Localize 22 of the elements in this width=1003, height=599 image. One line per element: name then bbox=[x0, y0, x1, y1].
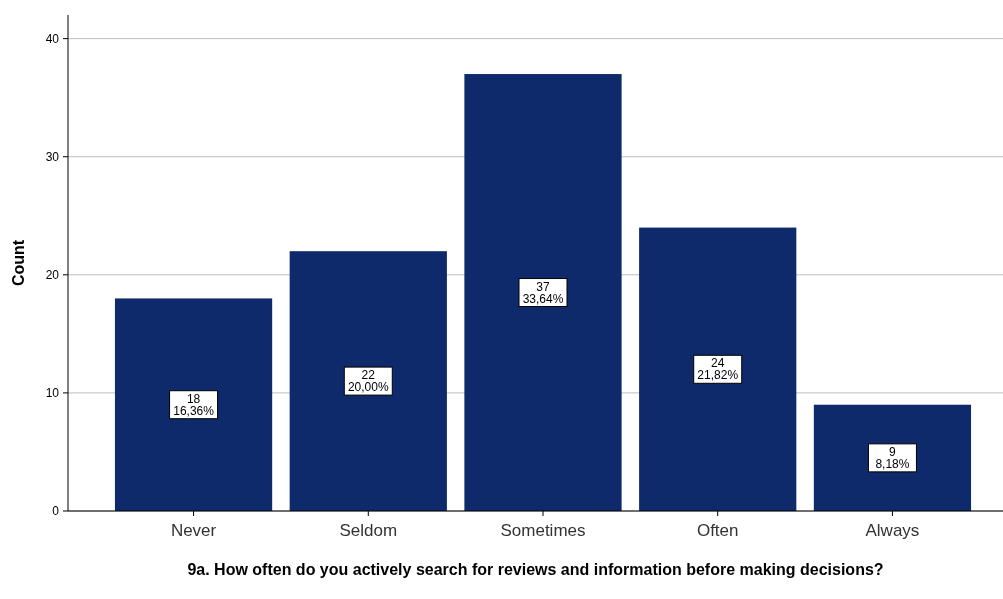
x-tick-label: Often bbox=[696, 521, 739, 540]
y-tick-label: 0 bbox=[52, 504, 60, 519]
y-tick-label: 20 bbox=[45, 268, 60, 283]
y-axis-title: Count bbox=[10, 239, 27, 287]
bar bbox=[114, 298, 273, 511]
bar bbox=[289, 251, 447, 511]
x-tick-label: Seldom bbox=[339, 521, 398, 540]
data-label: 37 33,64% bbox=[522, 279, 564, 306]
x-tick-label: Sometimes bbox=[500, 521, 586, 540]
y-tick-label: 40 bbox=[45, 31, 60, 46]
bar bbox=[464, 74, 622, 511]
y-tick-label: 30 bbox=[45, 149, 60, 164]
bar bbox=[639, 227, 797, 511]
x-tick-label: Always bbox=[865, 521, 920, 540]
x-tick-label: Never bbox=[170, 521, 217, 540]
data-label: 22 20,00% bbox=[347, 368, 389, 395]
data-label: 18 16,36% bbox=[173, 391, 215, 418]
x-axis-title: 9a. How often do you actively search for reviews and information before making decisions? bbox=[187, 561, 884, 578]
data-label: 9 8,18% bbox=[875, 444, 910, 471]
y-tick-label: 10 bbox=[45, 386, 60, 401]
data-label: 24 21,82% bbox=[697, 356, 739, 383]
bar bbox=[813, 404, 972, 511]
